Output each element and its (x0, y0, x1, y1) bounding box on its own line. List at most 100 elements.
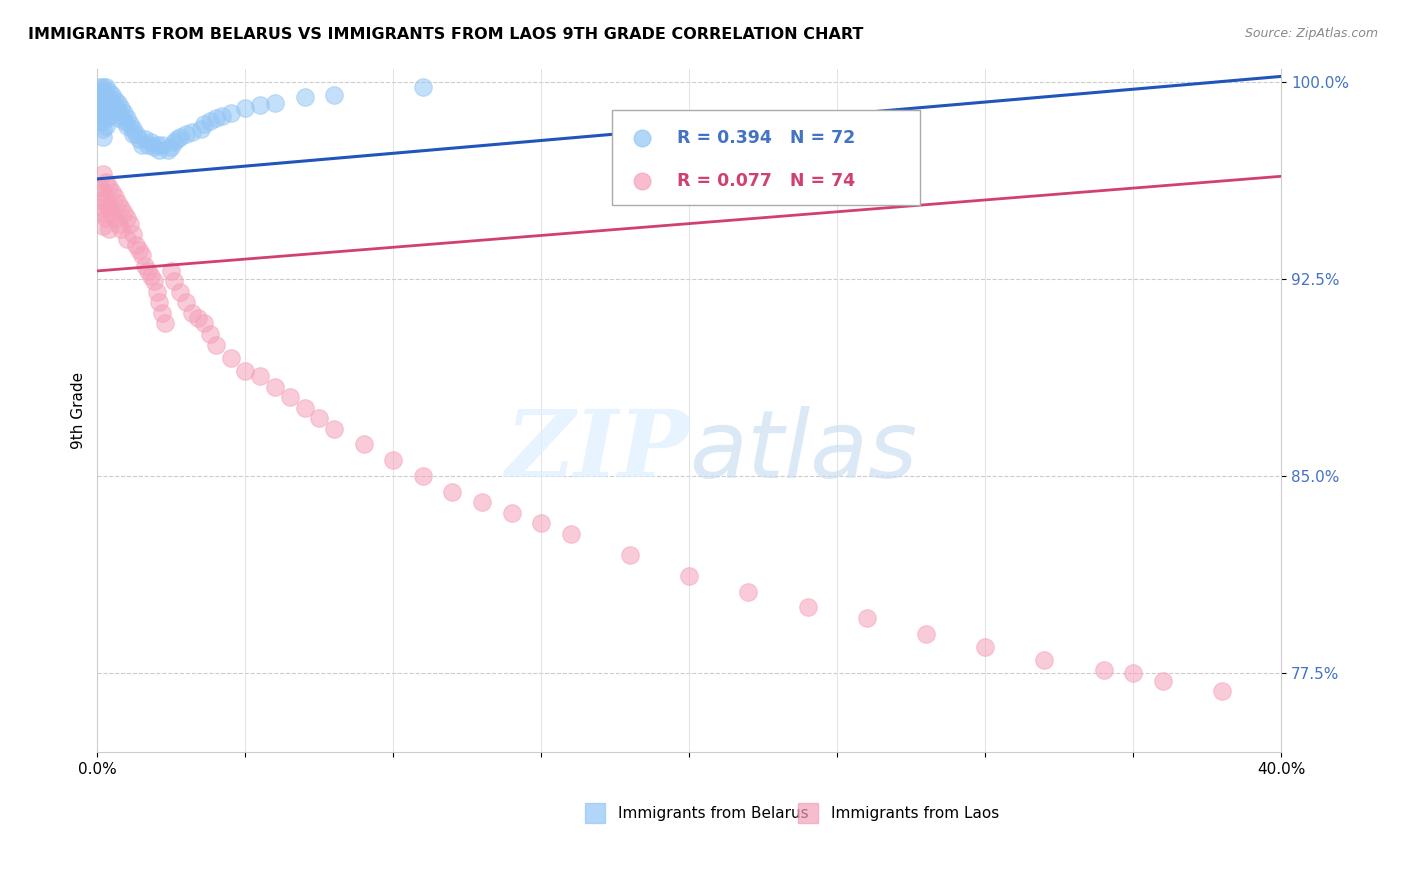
Point (96, 120, 118, 134)
Point (193, 117, 215, 131)
Point (121, 122, 143, 136)
Point (125, 127, 148, 141)
Point (471, 495, 494, 509)
Point (323, 422, 346, 436)
Point (441, 484, 464, 499)
Point (187, 311, 209, 326)
Point (382, 453, 405, 467)
Point (136, 137, 159, 152)
Point (134, 132, 156, 146)
Point (107, 112, 129, 126)
Point (294, 401, 316, 415)
Point (89, 85, 111, 99)
Point (1152, 673, 1174, 688)
Point (107, 95, 129, 110)
Text: Immigrants from Laos: Immigrants from Laos (831, 806, 1000, 821)
Point (157, 143, 180, 157)
Point (101, 206, 124, 220)
Point (91, 85, 114, 99)
Point (204, 112, 226, 126)
Point (98, 179, 121, 194)
Point (501, 506, 523, 520)
Point (198, 114, 221, 128)
Point (233, 364, 256, 378)
Point (91, 219, 114, 234)
Point (89, 101, 111, 115)
Point (115, 211, 138, 226)
Point (107, 195, 129, 210)
Point (89, 95, 111, 110)
Point (121, 227, 143, 241)
Point (91, 101, 114, 115)
Point (148, 295, 170, 310)
Point (115, 120, 138, 134)
Point (1211, 684, 1233, 698)
Point (91, 114, 114, 128)
Point (101, 185, 124, 199)
Point (91, 95, 114, 110)
Point (169, 285, 191, 299)
Point (121, 127, 143, 141)
Point (323, 87, 346, 102)
Point (219, 106, 242, 120)
Point (308, 411, 330, 425)
Point (96, 112, 118, 126)
Point (110, 101, 132, 115)
Text: atlas: atlas (689, 406, 918, 497)
Y-axis label: 9th Grade: 9th Grade (72, 372, 86, 449)
Point (145, 137, 167, 152)
Point (678, 569, 700, 583)
Point (107, 103, 129, 118)
Point (101, 103, 124, 118)
Text: R = 0.394   N = 72: R = 0.394 N = 72 (678, 129, 856, 147)
Point (91, 167, 114, 181)
Point (96, 193, 118, 207)
Point (96, 95, 118, 110)
Point (110, 109, 132, 123)
Point (101, 87, 124, 102)
Point (160, 140, 183, 154)
Point (974, 640, 997, 654)
Point (796, 600, 818, 615)
Point (152, 137, 174, 152)
Point (98, 222, 121, 236)
Point (915, 626, 938, 640)
Point (142, 275, 165, 289)
Point (855, 611, 877, 625)
Point (91, 185, 114, 199)
Point (89, 90, 111, 104)
Point (110, 201, 132, 215)
Point (160, 264, 183, 278)
Point (104, 93, 127, 107)
Point (112, 106, 135, 120)
Point (278, 390, 301, 404)
Point (294, 90, 316, 104)
Point (98, 85, 121, 99)
Point (163, 135, 186, 149)
Point (1033, 653, 1056, 667)
Point (115, 232, 138, 246)
Point (560, 526, 582, 541)
Point (110, 222, 132, 236)
Point (98, 93, 121, 107)
Point (155, 317, 177, 331)
Point (233, 101, 256, 115)
Point (96, 211, 118, 226)
Point (89, 79, 111, 94)
Point (134, 259, 156, 273)
Point (412, 79, 434, 94)
Point (249, 98, 271, 112)
Point (145, 285, 167, 299)
Point (98, 109, 121, 123)
FancyBboxPatch shape (612, 110, 920, 205)
Point (118, 117, 141, 131)
Point (139, 269, 162, 284)
Point (1122, 666, 1144, 681)
Point (98, 201, 121, 215)
Point (104, 101, 127, 115)
Text: IMMIGRANTS FROM BELARUS VS IMMIGRANTS FROM LAOS 9TH GRADE CORRELATION CHART: IMMIGRANTS FROM BELARUS VS IMMIGRANTS FR… (28, 27, 863, 42)
Point (1092, 664, 1115, 678)
Point (737, 584, 759, 599)
Point (89, 114, 111, 128)
Point (163, 275, 186, 289)
